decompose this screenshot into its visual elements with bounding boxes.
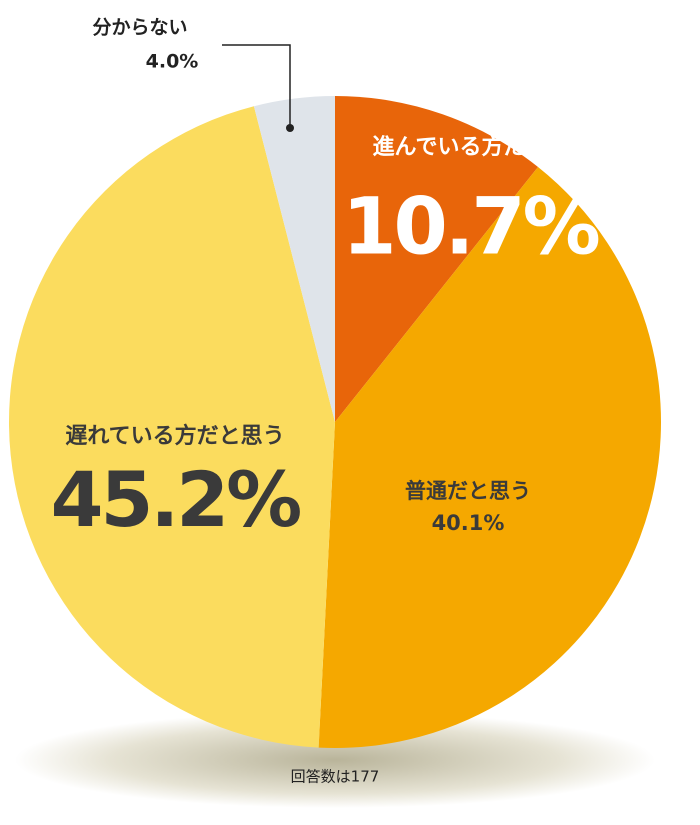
pie-slice bbox=[335, 96, 539, 422]
value-label: 10.7% bbox=[342, 182, 598, 272]
pie-slice bbox=[318, 166, 661, 748]
slice-label: 進んでいる方だと思う bbox=[373, 134, 592, 160]
pie-slice bbox=[253, 96, 335, 422]
note: 回答数は177 bbox=[291, 768, 380, 786]
leader-dot bbox=[286, 124, 294, 132]
value-label: 4.0% bbox=[146, 51, 199, 73]
pie-slice bbox=[8, 106, 335, 748]
slice-label: 普通だと思う bbox=[405, 479, 531, 503]
value-label: 45.2% bbox=[51, 455, 301, 544]
slice-label: 遅れている方だと思う bbox=[65, 423, 284, 449]
leader-line bbox=[222, 44, 291, 128]
value-label: 40.1% bbox=[432, 511, 505, 535]
shadow bbox=[15, 712, 655, 808]
slice-label: 分からない bbox=[92, 17, 187, 39]
